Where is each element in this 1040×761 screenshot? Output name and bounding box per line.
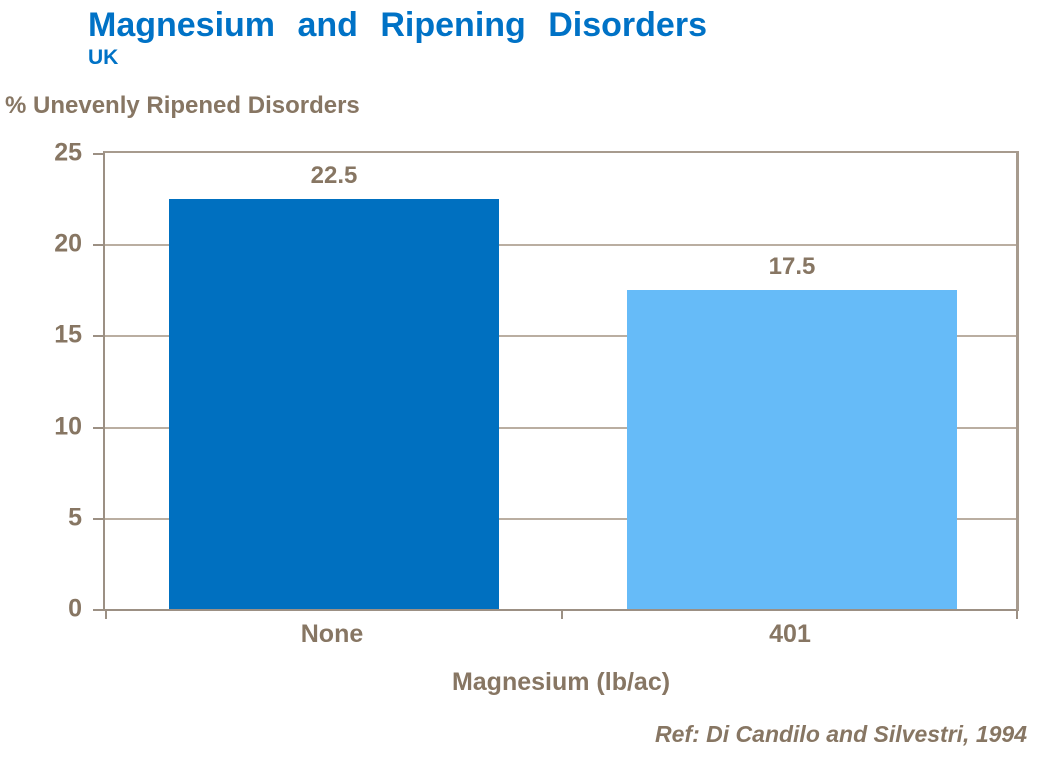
y-tick-mark (93, 244, 105, 246)
gridline (105, 518, 1016, 520)
gridline (105, 335, 1016, 337)
y-tick-label: 0 (68, 594, 82, 623)
y-tick-label: 25 (54, 138, 82, 167)
y-tick-mark (93, 153, 105, 155)
y-tick-label: 5 (68, 503, 82, 532)
reference-text: Ref: Di Candilo and Silvestri, 1994 (655, 721, 1027, 747)
chart-subtitle: UK (88, 46, 119, 69)
y-tick-mark (93, 335, 105, 337)
y-tick-label: 15 (54, 320, 82, 349)
bar-401: 17.5 (627, 253, 957, 609)
bar-value-label: 22.5 (310, 162, 358, 189)
x-tick-mark (561, 611, 563, 619)
plot-area: 22.5 17.5 (93, 151, 1019, 619)
x-axis-labels: None 401 (103, 620, 1019, 652)
y-tick-mark (93, 518, 105, 520)
y-axis-labels: 0 5 10 15 20 25 (0, 139, 82, 623)
x-category-label: 401 (769, 620, 811, 648)
y-axis-title: % Unevenly Ripened Disorders (5, 92, 360, 119)
x-category-label: None (300, 620, 364, 648)
bar-value-label: 17.5 (768, 253, 816, 280)
y-tick-mark (93, 609, 105, 611)
x-axis-title: Magnesium (lb/ac) (451, 668, 671, 696)
bar-none: 22.5 (169, 162, 499, 609)
gridline (105, 427, 1016, 429)
chart-title: Magnesium and Ripening Disorders (88, 6, 707, 44)
gridline (105, 244, 1016, 246)
y-tick-label: 10 (54, 412, 82, 441)
x-tick-mark (105, 611, 107, 619)
x-tick-mark (1016, 611, 1018, 619)
y-tick-label: 20 (54, 229, 82, 258)
y-tick-mark (93, 427, 105, 429)
